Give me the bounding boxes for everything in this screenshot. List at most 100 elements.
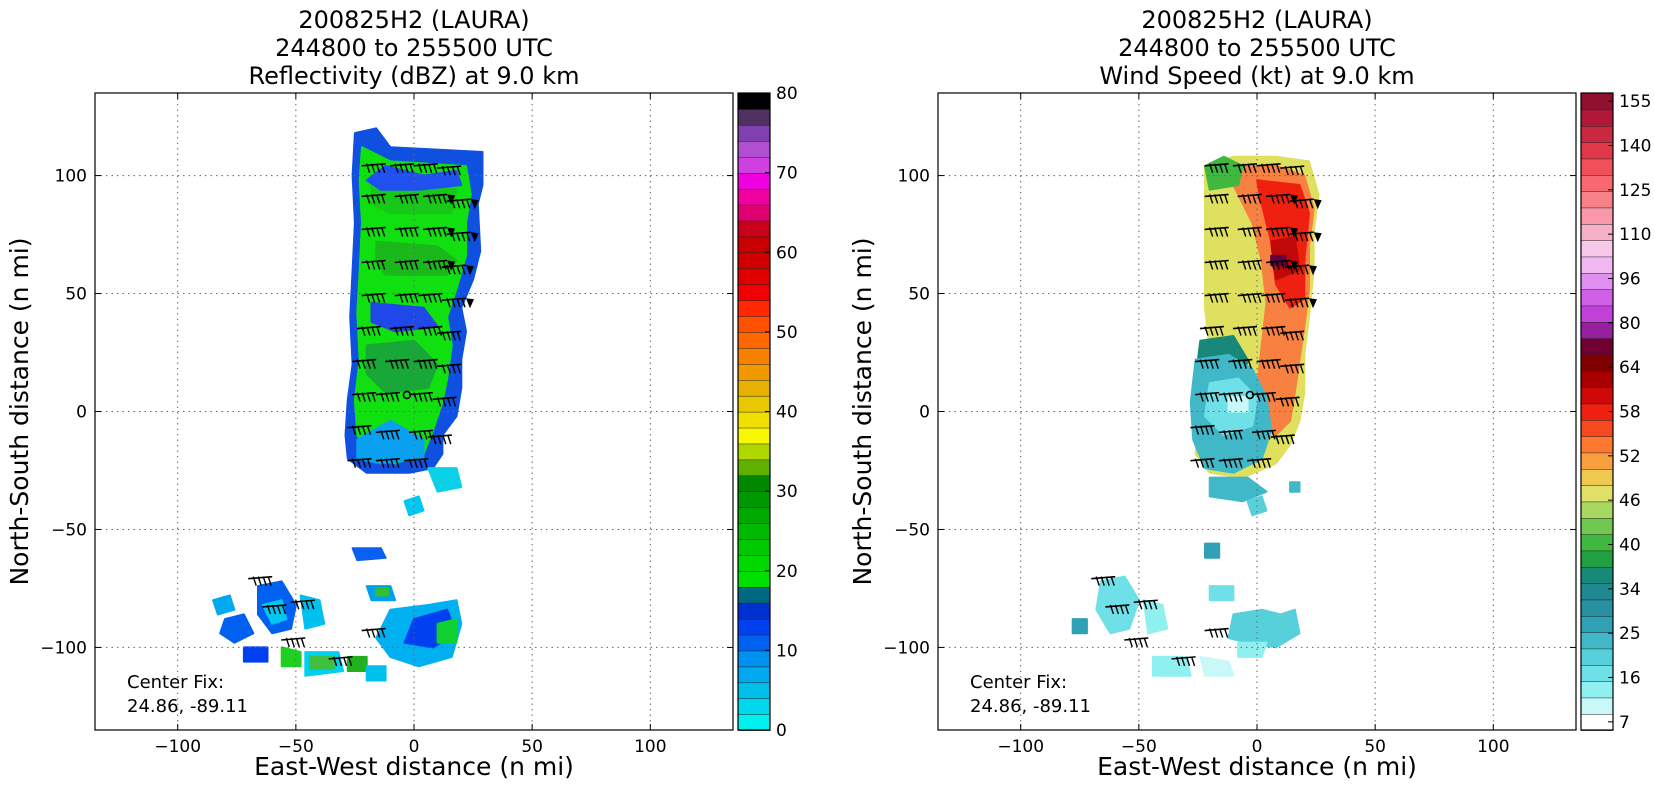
echo-region (375, 587, 389, 597)
center-fix-value: 24.86, -89.11 (127, 696, 248, 717)
chart-title-line: Reflectivity (dBZ) at 9.0 km (249, 62, 580, 90)
wind-barb (1237, 259, 1262, 270)
colorbar-swatch (737, 618, 771, 636)
x-tick-label: −50 (278, 737, 314, 757)
colorbar-swatch (737, 427, 771, 445)
colorbar-swatch (1580, 501, 1614, 519)
wind-barb (1289, 231, 1322, 243)
colorbar-tick-label: 25 (1619, 624, 1641, 644)
wind-barb (404, 457, 429, 468)
colorbar-swatch (737, 411, 771, 429)
colorbar-tick-label: 0 (776, 721, 787, 741)
colorbar-swatch (1580, 664, 1614, 682)
x-tick-label: 100 (634, 737, 666, 757)
wind-barb (1218, 429, 1243, 440)
colorbar-swatch (737, 666, 771, 684)
colorbar-swatch (737, 506, 771, 524)
colorbar-swatch (737, 586, 771, 604)
wind-barb (375, 429, 400, 440)
wind-barb (1251, 429, 1276, 440)
center-fix-value: 24.86, -89.11 (970, 696, 1091, 717)
wind-barb (1232, 325, 1258, 336)
wind-barb (1261, 292, 1286, 303)
colorbar-swatch (1580, 321, 1614, 339)
colorbar-swatch (737, 347, 771, 365)
colorbar-swatch (737, 602, 771, 620)
wind-barb (1237, 226, 1262, 237)
y-tick-label: 0 (919, 403, 930, 423)
center-fix-label: Center Fix: (970, 672, 1067, 693)
colorbar-tick-label: 58 (1619, 403, 1641, 423)
colorbar-tick-label: 80 (1619, 314, 1641, 334)
wind-barb (1204, 259, 1229, 270)
wind-barb (437, 363, 462, 374)
x-tick-label: 0 (1252, 737, 1263, 757)
colorbar-swatch (1580, 697, 1614, 715)
echo-region (351, 547, 387, 562)
colorbar-tick-label: 40 (776, 403, 798, 423)
colorbar-swatch (1580, 190, 1614, 209)
colorbar-swatch (1580, 484, 1614, 503)
wind-barb (1204, 627, 1229, 638)
wind-barb (1133, 599, 1158, 610)
x-tick-label: −50 (1121, 737, 1157, 757)
colorbar-swatch (1580, 680, 1614, 699)
colorbar-tick-label: 96 (1619, 270, 1641, 290)
chart-title-line: Wind Speed (kt) at 9.0 km (1099, 62, 1414, 90)
colorbar-swatch (1580, 223, 1614, 241)
wind-barb (1204, 162, 1229, 173)
colorbar-swatch (1580, 468, 1614, 486)
y-axis-label: North-South distance (n mi) (5, 237, 34, 585)
wind-barb (1237, 292, 1262, 303)
wind-barb (1195, 358, 1220, 369)
echo-region (1227, 608, 1301, 649)
wind-barb (418, 325, 443, 336)
wind-barb (1195, 391, 1220, 402)
colorbar-swatch (1580, 550, 1614, 568)
wind-barb (328, 656, 353, 667)
colorbar-swatch (737, 188, 771, 206)
wind-barb (432, 396, 457, 407)
y-tick-label: 0 (76, 403, 87, 423)
colorbar-swatch (737, 379, 771, 397)
colorbar-swatch (1580, 582, 1614, 601)
plot-area (95, 93, 733, 730)
colorbar-swatch (1580, 566, 1614, 584)
y-tick-label: 50 (65, 285, 87, 305)
wind-barb (418, 292, 443, 303)
colorbar-swatch (1580, 631, 1614, 650)
x-axis-label: East-West distance (n mi) (254, 752, 574, 781)
wind-barb (408, 391, 433, 402)
wind-barb (441, 264, 474, 276)
wind-barb (361, 292, 386, 303)
colorbar-swatch (737, 474, 771, 492)
chart-title-line: 200825H2 (LAURA) (298, 6, 529, 34)
x-tick-label: −100 (154, 737, 201, 757)
colorbar-tick-label: 60 (776, 243, 798, 263)
colorbar-swatch (737, 554, 771, 572)
colorbar-swatch (737, 395, 771, 413)
colorbar-swatch (1580, 174, 1614, 192)
colorbar-tick-label: 125 (1619, 181, 1651, 201)
wind-barb (352, 358, 377, 369)
echo-region (219, 613, 255, 644)
wind-barb (375, 391, 400, 402)
echo-region (1199, 655, 1235, 677)
wind-barb (394, 292, 419, 303)
y-tick-label: −50 (894, 520, 930, 540)
y-tick-label: −50 (51, 520, 87, 540)
echo-region (1204, 542, 1221, 559)
colorbar-swatch (1580, 272, 1614, 290)
x-tick-label: 0 (409, 737, 420, 757)
colorbar-swatch (1580, 158, 1614, 176)
colorbar-swatch (1580, 109, 1614, 127)
wind-barb (361, 162, 386, 173)
center-marker (1245, 390, 1255, 400)
colorbar-swatch (1580, 141, 1614, 160)
colorbar-swatch (737, 697, 771, 715)
wind-barb (248, 575, 273, 586)
colorbar-swatch (737, 538, 771, 556)
wind-barb (361, 627, 386, 638)
echo-region (427, 467, 463, 493)
